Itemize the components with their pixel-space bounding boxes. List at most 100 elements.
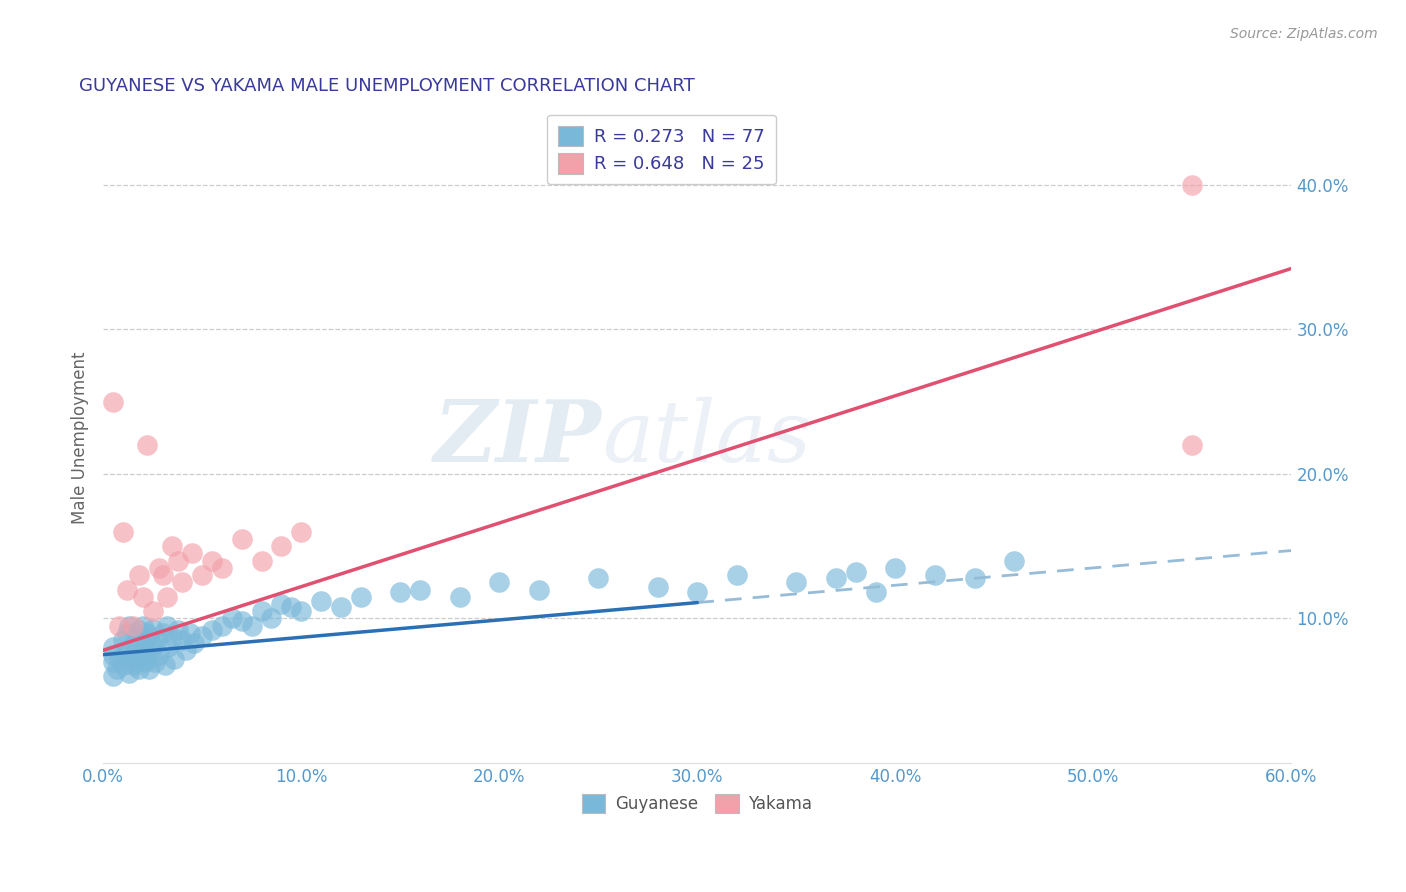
- Point: [280, 599, 302, 614]
- Point: [134, 655, 156, 669]
- Point: [231, 615, 253, 629]
- Point: [449, 590, 471, 604]
- Point: [290, 604, 312, 618]
- Point: [250, 604, 273, 618]
- Point: [101, 669, 124, 683]
- Point: [120, 650, 142, 665]
- Point: [139, 643, 162, 657]
- Point: [142, 638, 165, 652]
- Point: [142, 604, 165, 618]
- Point: [152, 626, 174, 640]
- Point: [145, 633, 167, 648]
- Point: [191, 568, 214, 582]
- Text: Source: ZipAtlas.com: Source: ZipAtlas.com: [1230, 27, 1378, 41]
- Point: [128, 662, 150, 676]
- Point: [118, 666, 141, 681]
- Point: [250, 554, 273, 568]
- Point: [142, 622, 165, 636]
- Point: [111, 657, 134, 672]
- Point: [176, 643, 198, 657]
- Point: [162, 630, 184, 644]
- Point: [153, 657, 176, 672]
- Y-axis label: Male Unemployment: Male Unemployment: [72, 351, 89, 524]
- Point: [128, 623, 150, 637]
- Point: [129, 648, 152, 662]
- Point: [240, 618, 263, 632]
- Point: [115, 626, 138, 640]
- Point: [686, 585, 709, 599]
- Point: [101, 640, 124, 655]
- Point: [167, 554, 190, 568]
- Point: [101, 394, 124, 409]
- Point: [132, 618, 155, 632]
- Point: [162, 539, 184, 553]
- Point: [101, 655, 124, 669]
- Point: [1002, 554, 1025, 568]
- Point: [105, 662, 128, 676]
- Point: [191, 629, 214, 643]
- Point: [101, 648, 124, 662]
- Text: GUYANESE VS YAKAMA MALE UNEMPLOYMENT CORRELATION CHART: GUYANESE VS YAKAMA MALE UNEMPLOYMENT COR…: [79, 78, 695, 95]
- Point: [179, 626, 201, 640]
- Point: [125, 655, 148, 669]
- Point: [152, 568, 174, 582]
- Point: [155, 618, 177, 632]
- Point: [1181, 438, 1204, 452]
- Point: [270, 539, 292, 553]
- Point: [125, 629, 148, 643]
- Point: [725, 568, 748, 582]
- Point: [138, 662, 160, 676]
- Point: [111, 633, 134, 648]
- Point: [963, 571, 986, 585]
- Point: [148, 561, 170, 575]
- Point: [132, 640, 155, 655]
- Point: [825, 571, 848, 585]
- Point: [108, 652, 131, 666]
- Point: [270, 597, 292, 611]
- Point: [134, 633, 156, 648]
- Point: [349, 590, 371, 604]
- Point: [155, 590, 177, 604]
- Point: [167, 623, 190, 637]
- Point: [231, 532, 253, 546]
- Point: [785, 575, 807, 590]
- Point: [183, 636, 205, 650]
- Point: [924, 568, 946, 582]
- Point: [290, 524, 312, 539]
- Point: [221, 611, 243, 625]
- Point: [118, 618, 141, 632]
- Point: [138, 629, 160, 643]
- Point: [172, 575, 194, 590]
- Point: [143, 655, 166, 669]
- Point: [121, 657, 143, 672]
- Point: [647, 580, 669, 594]
- Point: [588, 571, 610, 585]
- Point: [865, 585, 887, 599]
- Point: [211, 561, 233, 575]
- Point: [157, 640, 180, 655]
- Text: atlas: atlas: [602, 396, 811, 479]
- Point: [527, 582, 550, 597]
- Point: [1181, 178, 1204, 192]
- Point: [845, 565, 868, 579]
- Point: [201, 554, 224, 568]
- Point: [488, 575, 510, 590]
- Point: [260, 611, 283, 625]
- Point: [108, 618, 131, 632]
- Point: [181, 546, 204, 560]
- Point: [329, 599, 352, 614]
- Point: [121, 618, 143, 632]
- Point: [121, 638, 143, 652]
- Legend: Guyanese, Yakama: Guyanese, Yakama: [575, 788, 820, 820]
- Point: [211, 618, 233, 632]
- Point: [389, 585, 412, 599]
- Point: [172, 633, 194, 648]
- Point: [409, 582, 432, 597]
- Point: [135, 438, 157, 452]
- Point: [148, 648, 170, 662]
- Point: [111, 524, 134, 539]
- Point: [128, 568, 150, 582]
- Text: ZIP: ZIP: [434, 396, 602, 480]
- Point: [124, 646, 146, 660]
- Point: [309, 594, 332, 608]
